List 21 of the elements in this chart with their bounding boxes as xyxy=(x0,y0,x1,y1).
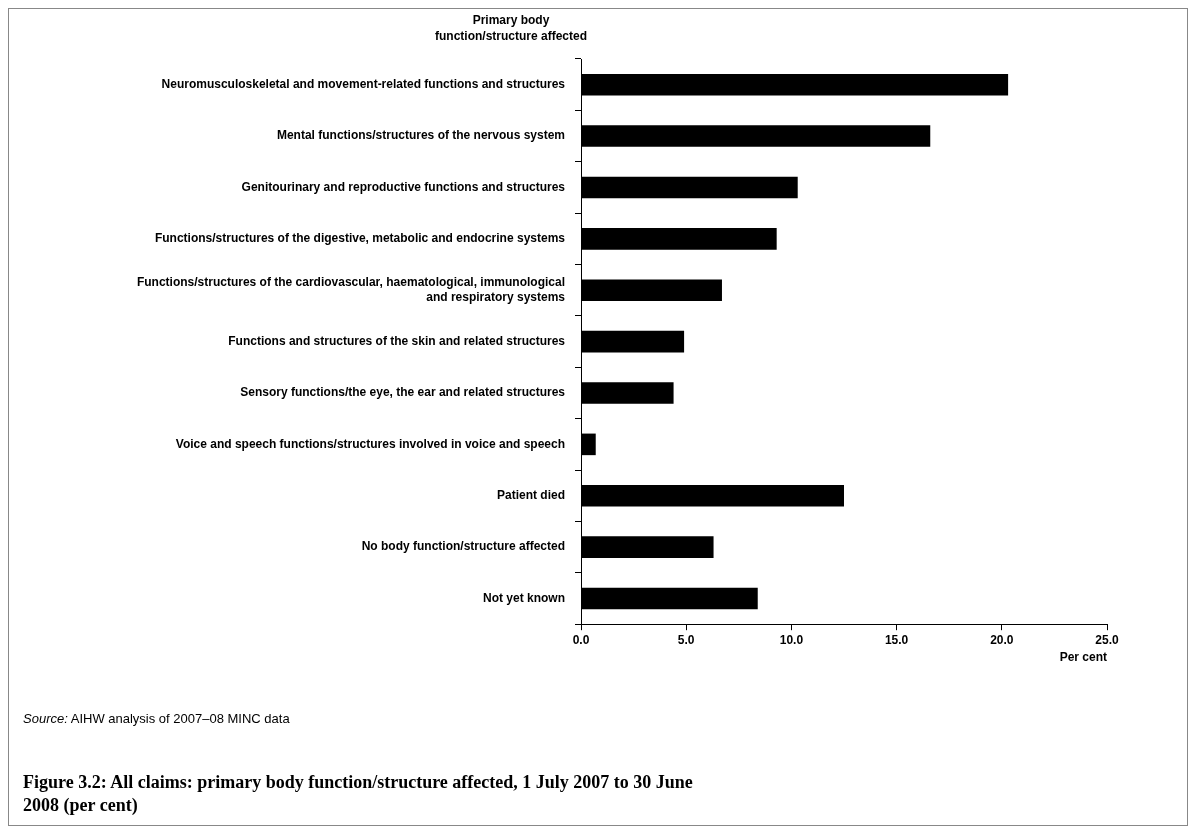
x-tick-label: 0.0 xyxy=(572,632,590,647)
text: Figure 3.2: All claims: primary body function/structure affected, 1 July 2007 to 30 June 2008 (per cent) xyxy=(23,771,694,817)
y-tick-label: Genitourinary and reproductive functions and structures xyxy=(241,179,566,194)
y-tick-label: Mental functions/structures of the nervous system xyxy=(276,128,565,143)
y-tick-label: Sensory functions/the eye, the ear and related structures xyxy=(240,385,566,400)
y-tick-label: Functions/structures of the digestive, metabolic and endocrine systems xyxy=(154,231,566,246)
y-tick-label: Neuromusculoskeletal and movement-related functions and structures xyxy=(161,77,566,91)
y-tick-label: Functions and structures of the skin and related structures xyxy=(228,333,566,348)
y-tick-label: No body function/structure affected xyxy=(361,539,565,554)
x-tick-label: 15.0 xyxy=(884,632,909,647)
y-tick-label: Voice and speech functions/structures involved in voice and speech xyxy=(175,436,565,451)
x-tick-label: 5.0 xyxy=(677,632,695,647)
y-tick-label: Patient died xyxy=(496,488,565,503)
y-tick-label: Functions/structures of the cardiovascular, haematological, immunological and respiratory systems xyxy=(136,275,566,304)
x-tick-label: 25.0 xyxy=(1095,632,1119,647)
x-tick-label: 20.0 xyxy=(990,632,1014,647)
y-tick-label: Not yet known xyxy=(482,590,565,605)
y-axis-title: Primary body function/structure affected xyxy=(434,13,588,44)
source-note: Source: AIHW analysis of 2007–08 MINC data xyxy=(23,711,290,726)
x-tick-label: 10.0 xyxy=(779,632,804,647)
x-axis-title: Per cent xyxy=(1059,650,1107,665)
